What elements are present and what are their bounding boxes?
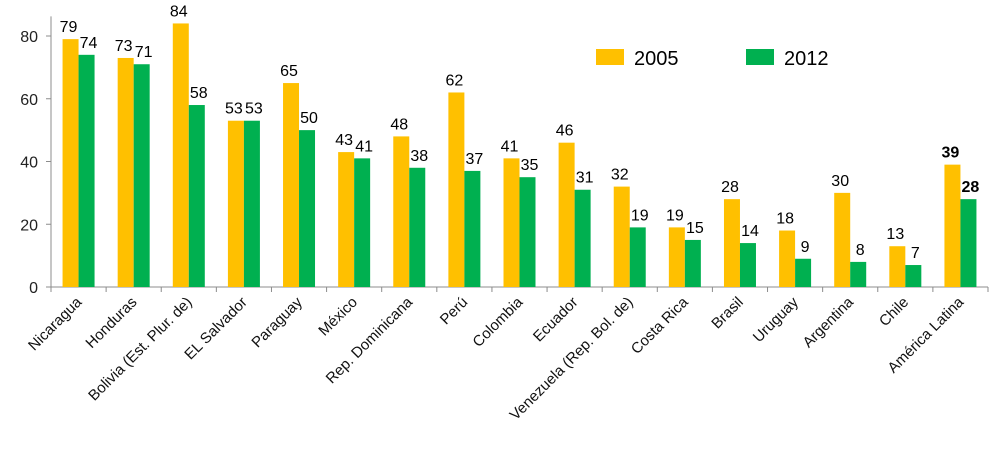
x-tick-label: Chile: [876, 294, 912, 330]
data-label-2005: 18: [776, 211, 794, 228]
axes: 0 20 40 60 80: [20, 16, 989, 297]
y-tick-label: 0: [29, 280, 38, 297]
legend-swatch-2005: [596, 49, 624, 65]
data-label-2012: 41: [355, 138, 373, 155]
x-tick-label: Colombia: [469, 293, 526, 350]
bar-2012: [464, 170, 481, 287]
bar-2012: [133, 64, 150, 287]
data-label-2005: 53: [225, 101, 243, 118]
bar-2005: [117, 57, 134, 288]
data-label-2012: 37: [465, 151, 483, 168]
bar-2005: [338, 152, 355, 287]
data-label-2012: 35: [521, 157, 539, 174]
bar-2012: [905, 265, 922, 287]
data-label-2005: 79: [60, 19, 78, 36]
bar-2005: [944, 164, 961, 287]
x-tick-label: Bolivia (Est. Plur. de): [85, 294, 195, 404]
x-tick-label: Paraguay: [248, 293, 306, 351]
y-tick-label: 80: [20, 29, 38, 46]
bar-2012: [409, 167, 426, 287]
bar-2005: [172, 23, 189, 287]
data-label-2012: 28: [962, 179, 980, 196]
data-label-2012: 31: [576, 170, 594, 187]
x-tick-label: Brasil: [708, 294, 747, 333]
bar-2012: [739, 243, 756, 287]
data-label-2005: 32: [611, 167, 629, 184]
bar-2012: [629, 227, 646, 287]
bar-2005: [393, 136, 410, 287]
bar-2012: [684, 239, 701, 287]
bar-2012: [188, 105, 205, 288]
bar-2012: [299, 130, 316, 287]
bar-2005: [283, 83, 300, 287]
data-label-2005: 43: [335, 132, 353, 149]
x-tick-label: Honduras: [82, 294, 140, 352]
data-label-2005: 19: [666, 207, 684, 224]
data-label-2005: 13: [886, 226, 904, 243]
data-label-2012: 7: [911, 245, 920, 262]
bar-2005: [62, 39, 79, 288]
x-tick-label: Perú: [437, 294, 471, 328]
x-tick-label: Uruguay: [750, 293, 802, 345]
legend-label-2005: 2005: [634, 48, 679, 70]
bar-2012: [519, 177, 536, 287]
bar-2005: [558, 142, 575, 287]
data-label-2005: 39: [942, 145, 960, 162]
data-label-2005: 62: [445, 72, 463, 89]
y-tick-label: 40: [20, 155, 38, 172]
bar-2005: [889, 246, 906, 287]
data-label-2012: 71: [135, 44, 153, 61]
data-label-2012: 14: [741, 223, 759, 240]
data-label-2012: 53: [245, 101, 263, 118]
bar-2012: [78, 54, 95, 288]
legend: 2005 2012: [596, 48, 829, 70]
bar-2005: [613, 186, 630, 287]
data-label-2005: 48: [390, 116, 408, 133]
bar-2005: [227, 120, 244, 288]
bar-2012: [243, 120, 260, 288]
bar-2012: [574, 189, 591, 287]
y-tick-label: 20: [20, 217, 38, 234]
x-tick-label: Costa Rica: [628, 293, 692, 357]
data-label-2005: 65: [280, 63, 298, 80]
data-label-2012: 9: [801, 239, 810, 256]
bar-2005: [834, 192, 851, 287]
bar-2005: [779, 230, 796, 287]
legend-swatch-2012: [746, 49, 774, 65]
y-tick-label: 60: [20, 92, 38, 109]
bar-2012: [795, 258, 812, 287]
data-label-2012: 74: [80, 35, 98, 52]
bar-2005: [723, 199, 740, 287]
data-label-2005: 46: [556, 123, 574, 140]
bar-2012: [850, 261, 867, 287]
bars: [62, 23, 977, 288]
data-label-2012: 8: [856, 242, 865, 259]
data-label-2012: 58: [190, 85, 208, 102]
bar-2005: [448, 92, 465, 287]
x-tick-label: México: [315, 294, 361, 340]
bar-2012: [354, 158, 371, 287]
bar-2005: [668, 227, 685, 287]
data-label-2012: 19: [631, 207, 649, 224]
bar-2005: [503, 158, 520, 287]
x-tick-label: Ecuador: [530, 294, 582, 346]
data-label-2005: 73: [115, 38, 133, 55]
legend-label-2012: 2012: [784, 48, 829, 70]
data-label-2005: 84: [170, 3, 188, 20]
data-label-2005: 28: [721, 179, 739, 196]
bar-2012: [960, 199, 977, 287]
x-tick-label: Argentina: [800, 293, 858, 351]
data-label-2012: 50: [300, 110, 318, 127]
data-label-2005: 41: [501, 138, 519, 155]
data-label-2005: 30: [831, 173, 849, 190]
x-tick-label: Nicaragua: [25, 293, 86, 354]
data-label-2012: 15: [686, 220, 704, 237]
data-label-2012: 38: [410, 148, 428, 165]
